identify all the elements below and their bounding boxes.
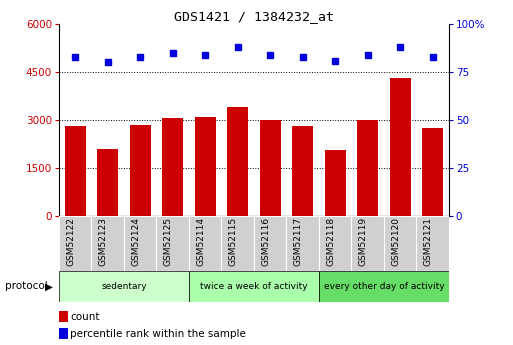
Bar [65,126,86,216]
Bar [286,216,319,271]
Text: sedentary: sedentary [101,282,147,291]
Text: GSM52122: GSM52122 [66,217,75,266]
Bar [156,216,189,271]
Bar [189,216,222,271]
Text: GSM52114: GSM52114 [196,217,205,266]
Bar [357,120,378,216]
Text: GSM52119: GSM52119 [359,217,368,266]
Text: GSM52125: GSM52125 [164,217,173,266]
Bar [91,216,124,271]
Bar [417,216,449,271]
Bar [351,216,384,271]
Bar [59,271,189,302]
Bar [319,216,351,271]
Bar [124,216,156,271]
Bar [189,271,319,302]
Bar [59,216,91,271]
Bar [254,216,286,271]
Text: GSM52118: GSM52118 [326,217,335,266]
Bar [319,271,449,302]
Bar [130,125,151,216]
Bar [292,126,313,216]
Bar [194,117,216,216]
Bar [227,107,248,216]
Bar [422,128,443,216]
Bar [222,216,254,271]
Text: GSM52120: GSM52120 [391,217,400,266]
Text: twice a week of activity: twice a week of activity [200,282,308,291]
Text: ▶: ▶ [45,282,53,291]
Text: GSM52121: GSM52121 [424,217,432,266]
Bar [384,216,417,271]
Text: every other day of activity: every other day of activity [324,282,444,291]
Bar [260,120,281,216]
Bar [325,150,346,216]
Text: GSM52124: GSM52124 [131,217,140,266]
Bar [389,78,411,216]
Text: GSM52116: GSM52116 [261,217,270,266]
Text: percentile rank within the sample: percentile rank within the sample [70,329,246,339]
Text: GSM52115: GSM52115 [229,217,238,266]
Title: GDS1421 / 1384232_at: GDS1421 / 1384232_at [174,10,334,23]
Text: GSM52117: GSM52117 [293,217,303,266]
Bar [97,149,119,216]
Text: protocol: protocol [5,282,48,291]
Bar [162,118,183,216]
Text: count: count [70,312,100,322]
Text: GSM52123: GSM52123 [98,217,108,266]
